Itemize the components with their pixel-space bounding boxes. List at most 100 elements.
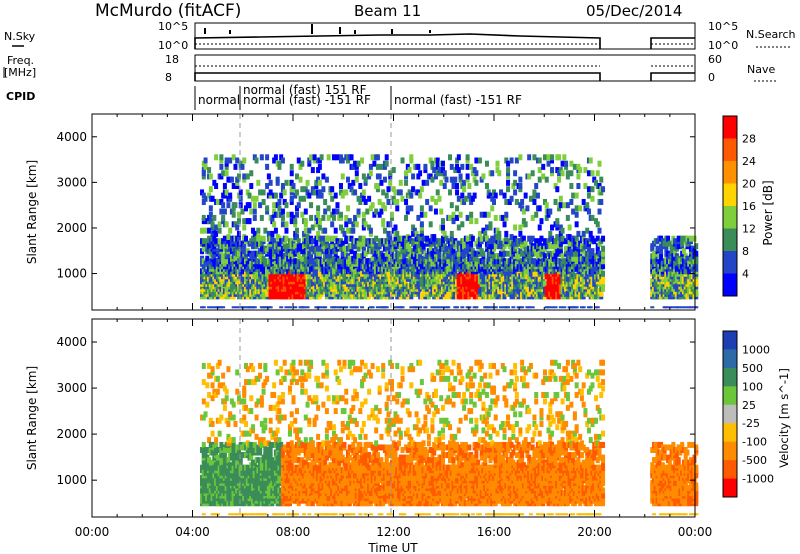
power-echo-cell <box>289 170 294 177</box>
power-echo-cell <box>219 163 224 170</box>
power-echo-cell <box>360 306 365 309</box>
power-echo-cell <box>354 170 359 177</box>
power-echo-cell <box>245 189 250 196</box>
power-echo-cell <box>302 230 307 237</box>
power-echo-cell <box>688 306 693 309</box>
power-echo-cell <box>272 238 277 245</box>
power-echo-cell <box>520 306 525 309</box>
power-echo-cell <box>330 235 335 242</box>
power-echo-cell <box>404 170 409 177</box>
power-echo-cell <box>518 176 523 183</box>
power-echo-cell <box>302 306 307 309</box>
power-echo-cell <box>513 170 518 177</box>
power-echo-cell <box>258 189 263 196</box>
power-echo-cell <box>317 306 322 309</box>
power-echo-cell <box>688 235 693 242</box>
power-echo-cell <box>236 211 241 218</box>
power-echo-cell <box>484 160 489 167</box>
power-echo-cell <box>418 170 423 177</box>
power-echo-cell <box>592 238 597 245</box>
power-echo-cell <box>293 306 298 309</box>
power-echo-cell <box>236 218 241 225</box>
power-echo-cell <box>231 205 236 212</box>
power-echo-cell <box>235 306 240 309</box>
power-echo-cell <box>490 170 495 177</box>
power-echo-cell <box>462 179 467 186</box>
power-echo-cell <box>335 208 340 215</box>
power-echo-cell <box>585 202 590 209</box>
power-echo-cell <box>310 167 315 174</box>
power-echo-cell <box>550 224 555 231</box>
power-echo-cell <box>258 235 263 242</box>
power-echo-cell <box>309 202 314 209</box>
power-echo-cell <box>317 245 322 252</box>
power-echo-cell <box>574 205 579 212</box>
power-echo-cell <box>374 208 379 215</box>
power-echo-cell <box>532 198 537 205</box>
power-echo-cell <box>680 306 685 309</box>
power-echo-cell <box>221 170 226 177</box>
power-echo-cell <box>474 157 479 164</box>
power-echo-cell <box>214 183 219 190</box>
velocity-echo-cell <box>201 379 206 386</box>
power-echo-cell <box>303 218 308 225</box>
power-echo-cell <box>235 224 240 231</box>
power-echo-cell <box>472 192 477 199</box>
power-echo-cell <box>312 157 317 164</box>
power-echo-cell <box>483 211 488 218</box>
power-echo-cell <box>484 224 489 231</box>
power-echo-cell <box>444 245 449 252</box>
power-echo-cell <box>289 218 294 225</box>
power-echo-cell <box>511 306 516 309</box>
power-echo-cell <box>203 227 208 234</box>
power-echo-cell <box>423 211 428 218</box>
power-echo-cell <box>305 179 310 186</box>
power-echo-cell <box>546 160 551 167</box>
power-echo-cell <box>451 211 456 218</box>
power-echo-cell <box>416 163 421 170</box>
power-echo-cell <box>252 230 257 237</box>
power-echo-cell <box>331 154 336 161</box>
power-echo-cell <box>287 306 292 309</box>
power-echo-cell <box>298 243 303 250</box>
power-echo-cell <box>386 186 391 193</box>
power-echo-cell <box>291 214 296 221</box>
power-echo-cell <box>490 205 495 212</box>
power-echo-cell <box>499 189 504 196</box>
power-echo-cell <box>219 173 224 180</box>
power-echo-cell <box>416 214 421 221</box>
power-echo-cell <box>555 234 560 241</box>
power-echo-cell <box>238 195 243 202</box>
power-echo-cell <box>316 211 321 218</box>
power-echo-cell <box>377 198 382 205</box>
power-echo-cell <box>272 221 277 228</box>
power-echo-cell <box>280 214 285 221</box>
power-echo-cell <box>333 306 338 309</box>
power-echo-cell <box>465 235 470 242</box>
power-echo-cell <box>326 214 331 221</box>
power-echo-cell <box>295 205 300 212</box>
power-echo-cell <box>569 170 574 177</box>
power-echo-cell <box>298 163 303 170</box>
power-echo-cell <box>493 214 498 221</box>
power-echo-cell <box>238 202 243 209</box>
power-echo-cell <box>358 235 363 242</box>
power-echo-cell <box>314 183 319 190</box>
power-echo-cell <box>586 186 591 193</box>
power-echo-cell <box>214 238 219 245</box>
power-echo-cell <box>405 205 410 212</box>
power-echo-cell <box>326 235 331 242</box>
power-echo-cell <box>562 154 567 161</box>
power-echo-cell <box>353 214 358 221</box>
power-echo-cell <box>340 157 345 164</box>
power-echo-cell <box>312 189 317 196</box>
power-echo-cell <box>692 235 697 242</box>
power-echo-cell <box>583 183 588 190</box>
power-echo-cell <box>242 218 247 225</box>
power-echo-cell <box>296 157 301 164</box>
power-echo-cell <box>506 250 511 257</box>
power-echo-cell <box>235 157 240 164</box>
power-echo-cell <box>305 189 310 196</box>
power-echo-cell <box>548 208 553 215</box>
power-echo-cell <box>562 306 567 309</box>
